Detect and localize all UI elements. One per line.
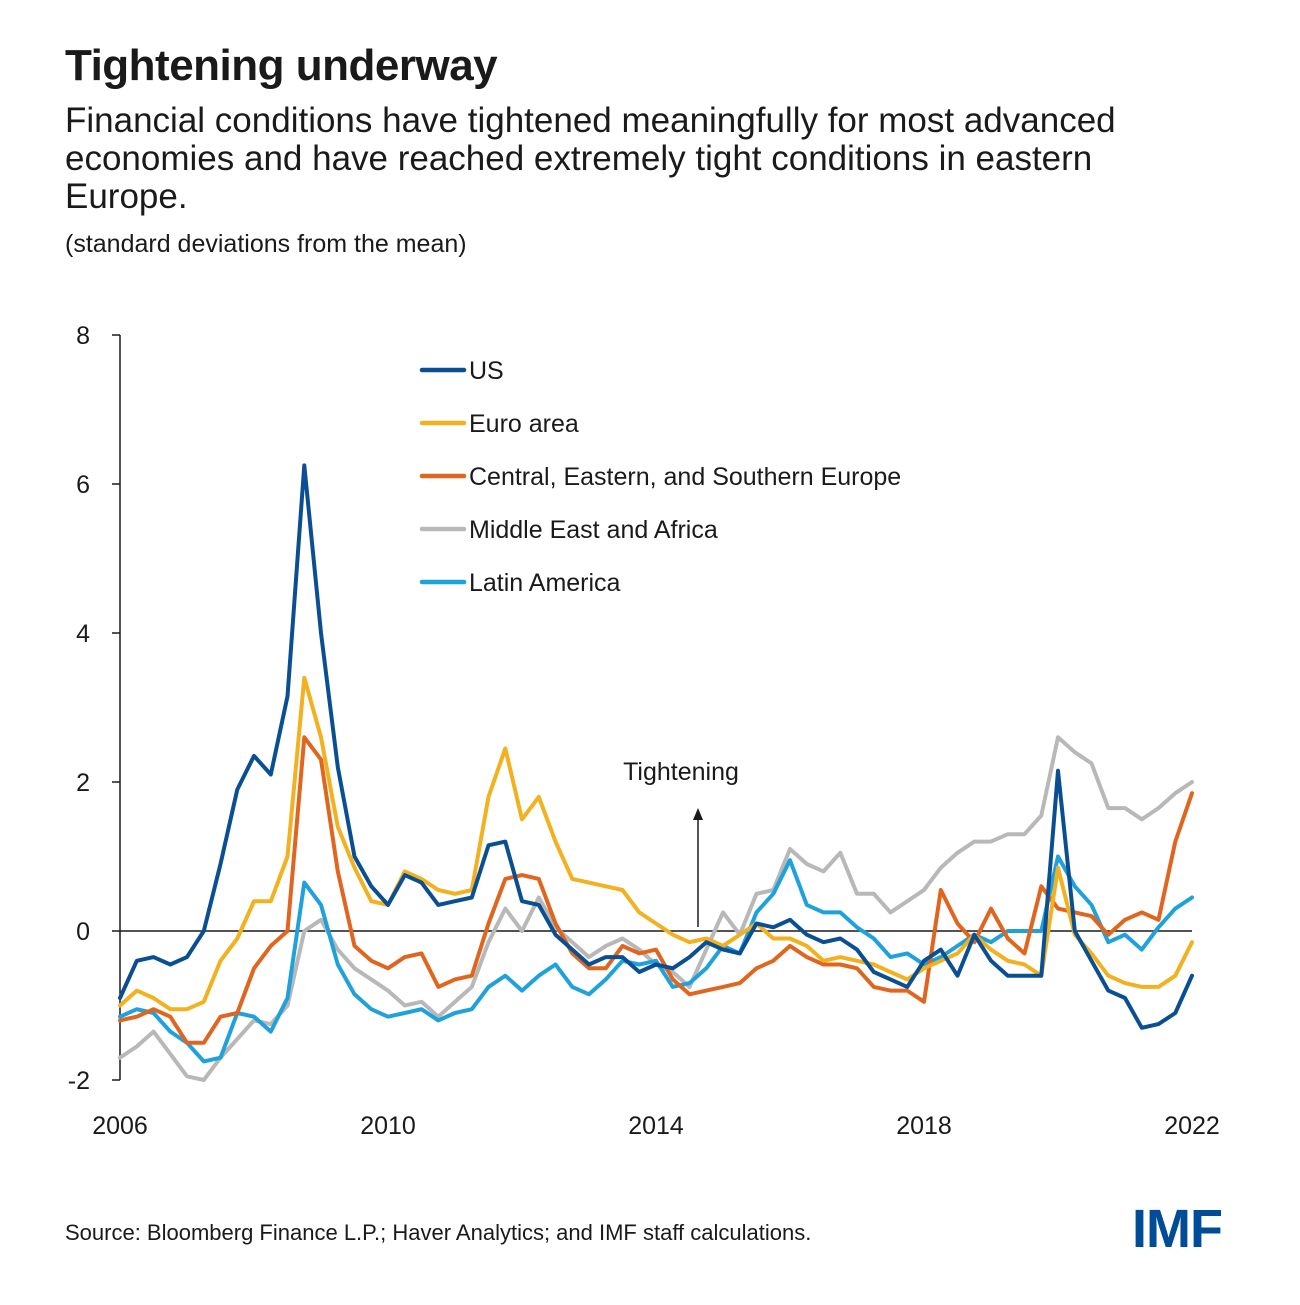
legend-label-middle-east-and-africa: Middle East and Africa [469, 516, 718, 544]
y-tick-label: 2 [76, 769, 90, 797]
y-tick-label: 6 [76, 471, 90, 499]
imf-logo: IMF [1132, 1199, 1223, 1259]
x-tick-label: 2018 [896, 1112, 952, 1140]
legend-label-latin-america: Latin America [469, 569, 621, 597]
y-tick-label: -2 [68, 1067, 90, 1095]
x-tick-label: 2006 [92, 1112, 148, 1140]
chart-title: Tightening underway [65, 41, 498, 90]
source-note: Source: Bloomberg Finance L.P.; Haver An… [65, 1220, 812, 1245]
y-tick-label: 0 [76, 918, 90, 946]
tightening-label: Tightening [623, 758, 739, 786]
x-tick-label: 2022 [1164, 1112, 1220, 1140]
series-line-latin-america [118, 854, 1194, 1064]
tightening-annotation: Tightening [623, 758, 739, 927]
y-tick-label: 8 [76, 322, 90, 350]
x-tick-label: 2010 [360, 1112, 416, 1140]
series-line-middle-east-and-africa [118, 735, 1194, 1082]
legend-label-central-eastern-and-southern-europe: Central, Eastern, and Southern Europe [469, 463, 901, 491]
series-lines [118, 463, 1194, 1082]
chart-subtitle: Financial conditions have tightened mean… [65, 101, 1116, 216]
legend-label-euro-area: Euro area [469, 410, 579, 438]
legend: US Euro area Central, Eastern, and Souther… [419, 357, 901, 597]
y-unit-label: (standard deviations from the mean) [65, 230, 467, 258]
y-tick-label: 4 [76, 620, 90, 648]
legend-label-us: US [469, 357, 504, 385]
series-line-euro-area [118, 675, 1194, 1012]
x-tick-label: 2014 [628, 1112, 684, 1140]
arrow-head-icon [693, 808, 703, 820]
series-line-central-eastern-and-southern-europe [118, 735, 1194, 1045]
series-line-us [118, 463, 1194, 1030]
